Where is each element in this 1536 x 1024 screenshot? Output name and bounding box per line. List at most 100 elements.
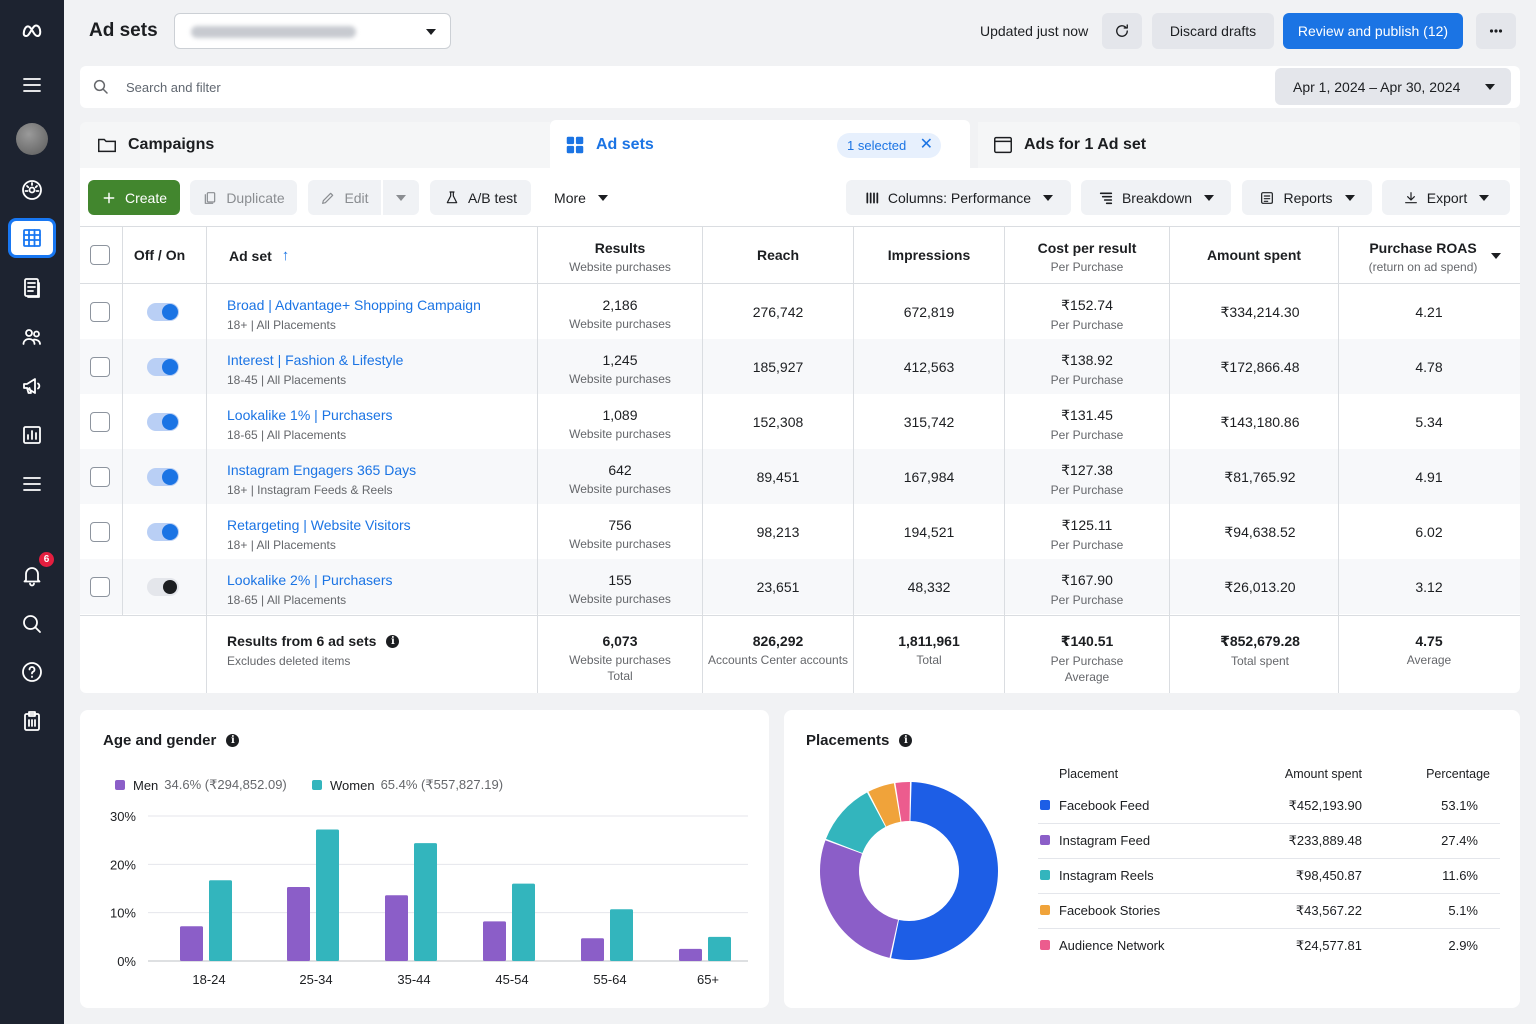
folder-icon — [98, 138, 116, 153]
totals-sublabel: Excludes deleted items — [227, 654, 351, 668]
row-reach: 23,651 — [756, 578, 800, 595]
analytics-icon[interactable] — [8, 415, 56, 455]
more-options-button[interactable] — [1476, 13, 1516, 49]
placement-swatch — [1040, 870, 1050, 880]
header-reach[interactable]: Reach — [756, 247, 800, 263]
menu-icon[interactable] — [8, 65, 56, 105]
ad-account-select[interactable] — [174, 13, 451, 49]
header-purchase-roas[interactable]: Purchase ROAS (return on ad spend) — [1339, 240, 1507, 274]
ad-set-name-link[interactable]: Instagram Engagers 365 Days — [227, 462, 417, 478]
placement-divider — [1038, 893, 1500, 894]
reports-button[interactable]: Reports — [1242, 180, 1372, 215]
info-icon[interactable]: i — [386, 634, 400, 648]
header-amount-spent[interactable]: Amount spent — [1206, 247, 1302, 263]
sort-ascending-icon[interactable]: ↑ — [281, 247, 290, 264]
row-on-off-toggle[interactable] — [147, 522, 179, 541]
header-results[interactable]: Results Website purchases — [538, 240, 702, 274]
chevron-down-icon — [1344, 194, 1355, 201]
ad-set-name-link[interactable]: Interest | Fashion & Lifestyle — [227, 352, 404, 368]
header-off-on[interactable]: Off / On — [133, 247, 186, 263]
row-on-off-toggle[interactable] — [147, 577, 179, 596]
totals-reach-sub: Accounts Center accounts — [707, 653, 849, 667]
row-on-off-toggle[interactable] — [147, 302, 179, 321]
column-dropdown-icon[interactable] — [1491, 253, 1501, 259]
duplicate-button[interactable]: Duplicate — [190, 180, 297, 215]
row-results: 2,186 Website purchases — [538, 297, 702, 331]
refresh-button[interactable] — [1102, 13, 1142, 49]
ad-set-name-link[interactable]: Lookalike 2% | Purchasers — [227, 572, 393, 588]
search-icon[interactable] — [8, 604, 56, 644]
age-gender-title-text: Age and gender — [103, 732, 217, 749]
row-on-off-toggle[interactable] — [147, 412, 179, 431]
create-button[interactable]: Create — [88, 180, 180, 215]
search-input[interactable]: Search and filter — [126, 80, 221, 95]
info-icon[interactable]: i — [226, 734, 240, 747]
clear-selection-icon[interactable]: ✕ — [919, 136, 933, 153]
discard-drafts-button[interactable]: Discard drafts — [1152, 13, 1274, 49]
row-purchase-roas: 4.78 — [1415, 358, 1443, 375]
page-title: Ad sets — [89, 20, 158, 41]
table-border — [80, 226, 1520, 227]
row-results-value: 155 — [608, 572, 632, 588]
chevron-down-icon — [1485, 84, 1495, 90]
toggle-knob — [162, 523, 178, 540]
audiences-icon[interactable] — [8, 317, 56, 357]
totals-cpr: ₹140.51 Per Purchase Average — [1005, 633, 1169, 684]
header-ad-set[interactable]: Ad set ↑ — [229, 247, 289, 264]
row-on-off-toggle[interactable] — [147, 467, 179, 486]
row-checkbox[interactable] — [90, 466, 110, 487]
help-icon[interactable] — [8, 652, 56, 692]
header-cost-per-result[interactable]: Cost per result Per Purchase — [1005, 240, 1169, 274]
ads-manager-table-icon[interactable] — [8, 218, 56, 258]
ad-set-name-link[interactable]: Broad | Advantage+ Shopping Campaign — [227, 297, 481, 313]
row-results: 1,245 Website purchases — [538, 352, 702, 386]
edit-label: Edit — [344, 189, 369, 206]
column-divider — [1004, 226, 1005, 693]
row-checkbox[interactable] — [90, 356, 110, 377]
megaphone-icon[interactable] — [8, 366, 56, 406]
breakdown-icon — [1099, 192, 1113, 204]
ad-set-name-link[interactable]: Retargeting | Website Visitors — [227, 517, 411, 533]
placement-amount: ₹43,567.22 — [1295, 903, 1362, 918]
row-checkbox[interactable] — [90, 301, 110, 322]
review-publish-button[interactable]: Review and publish (12) — [1283, 13, 1463, 49]
clipboard-icon[interactable] — [8, 701, 56, 741]
placement-name: Instagram Reels — [1059, 868, 1154, 883]
ab-test-button[interactable]: A/B test — [430, 180, 531, 215]
info-icon[interactable]: i — [899, 734, 913, 747]
row-checkbox[interactable] — [90, 411, 110, 432]
table-border — [80, 283, 1520, 284]
columns-button[interactable]: Columns: Performance — [846, 180, 1071, 215]
date-range-picker[interactable]: Apr 1, 2024 – Apr 30, 2024 — [1275, 68, 1511, 105]
edit-button[interactable]: Edit — [308, 180, 381, 215]
more-actions-button[interactable]: More — [541, 180, 621, 215]
row-on-off-toggle[interactable] — [147, 357, 179, 376]
tab-ads[interactable]: Ads for 1 Ad set — [978, 122, 1520, 168]
breakdown-button[interactable]: Breakdown — [1081, 180, 1231, 215]
dashboard-gauge-icon[interactable] — [8, 170, 56, 210]
row-cost-per-result: ₹152.74 Per Purchase — [1005, 297, 1169, 332]
legend-men-label: Men — [133, 777, 159, 793]
placement-row: Instagram Reels ₹98,450.87 11.6% — [1038, 859, 1500, 894]
totals-roas-value: 4.75 — [1415, 633, 1443, 649]
meta-logo-icon[interactable] — [8, 11, 56, 51]
row-checkbox[interactable] — [90, 576, 110, 597]
legend-men: Men 34.6% (₹294,852.09) — [115, 777, 287, 793]
tab-campaigns[interactable]: Campaigns — [80, 122, 550, 168]
ad-set-name-link[interactable]: Lookalike 1% | Purchasers — [227, 407, 393, 423]
selected-count-pill[interactable]: 1 selected ✕ — [837, 133, 941, 158]
select-all-checkbox[interactable] — [90, 245, 110, 265]
ad-set-targeting: 18+ | All Placements — [227, 538, 336, 552]
legend-swatch-women — [312, 780, 322, 790]
notifications-bell-icon[interactable] — [8, 555, 56, 595]
row-cpr-sub: Per Purchase — [1050, 318, 1124, 332]
totals-roas: 4.75 Average — [1339, 633, 1519, 667]
row-checkbox[interactable] — [90, 521, 110, 542]
header-impressions[interactable]: Impressions — [887, 247, 971, 263]
export-button[interactable]: Export — [1382, 180, 1510, 215]
edit-dropdown-button[interactable] — [383, 180, 419, 215]
totals-impressions: 1,811,961 Total — [854, 633, 1004, 667]
pages-icon[interactable] — [8, 268, 56, 308]
all-tools-icon[interactable] — [8, 464, 56, 504]
avatar[interactable] — [16, 123, 48, 155]
